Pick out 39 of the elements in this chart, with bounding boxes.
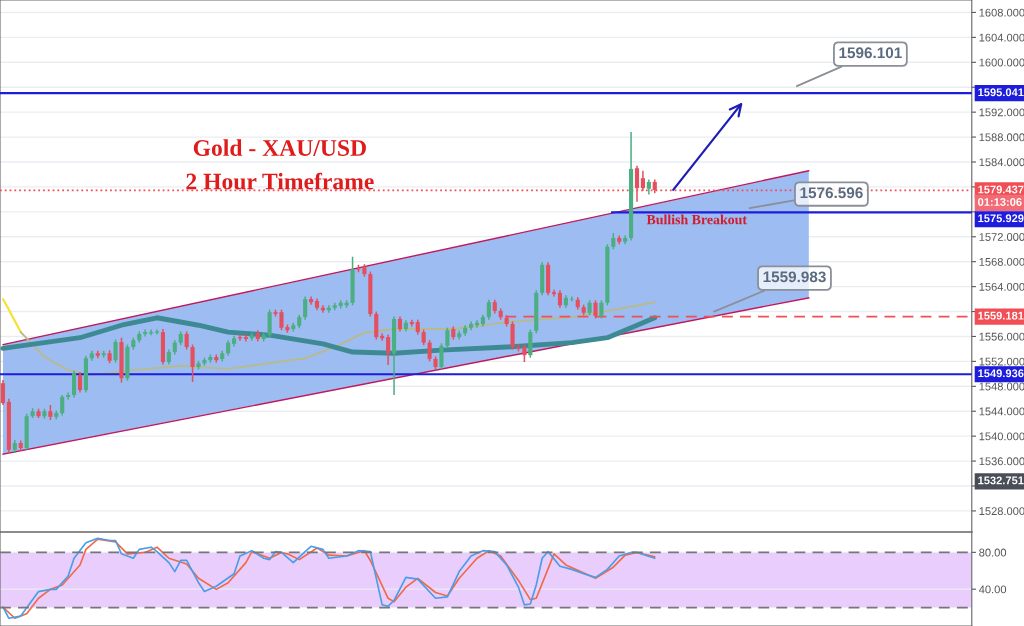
y-tick-label: 1544.000 <box>979 407 1024 416</box>
text: 1532.751 <box>978 476 1024 485</box>
candlestick <box>510 320 515 351</box>
y-tick-label: 1552.000 <box>979 357 1024 366</box>
ref-line-label: 1575.929 <box>978 214 1024 223</box>
y-tick-label: 1548.000 <box>979 382 1024 391</box>
y-tick-label: 1528.000 <box>979 507 1024 516</box>
y-tick-label: 1592.000 <box>979 108 1024 117</box>
annotation: Bullish Breakout <box>646 214 747 225</box>
y-tick-label: 1604.000 <box>979 33 1024 42</box>
text: 01:13:06 <box>978 198 1022 206</box>
candlestick <box>439 342 444 371</box>
y-tick-label: 80.00 <box>979 548 1007 557</box>
y-tick-label: 1568.000 <box>979 257 1024 266</box>
annotation: 1559.983 <box>763 271 826 283</box>
y-tick-label: 1556.000 <box>979 332 1024 341</box>
line-series <box>1 297 22 334</box>
y-tick-label: 1536.000 <box>979 457 1024 466</box>
line-series <box>19 301 656 377</box>
ref-line-label: 1559.181 <box>978 311 1024 320</box>
ref-line-label: 1595.041 <box>978 88 1024 97</box>
candlestick <box>119 336 124 384</box>
candlestick <box>113 338 118 364</box>
y-tick-label: 40.00 <box>978 585 1007 594</box>
annotation: 1576.596 <box>800 187 863 199</box>
y-tick-label: 1540.000 <box>979 432 1024 441</box>
y-tick-label: 1600.000 <box>979 58 1024 67</box>
y-tick-label: 1608.000 <box>979 8 1024 17</box>
candlestick <box>350 255 355 307</box>
annotation: 1596.101 <box>839 47 902 59</box>
text: Gold - XAU/USD <box>193 139 366 156</box>
ref-line-label: 1579.437 <box>978 185 1024 194</box>
ref-line-label: 1549.936 <box>978 369 1024 378</box>
y-tick-label: 1588.000 <box>979 133 1024 142</box>
y-tick-label: 1572.000 <box>979 233 1024 241</box>
y-tick-label: 1584.000 <box>979 158 1024 167</box>
candlestick <box>599 299 604 320</box>
text: 2 Hour Timeframe <box>186 172 374 190</box>
y-tick-label: 1564.000 <box>979 282 1024 291</box>
